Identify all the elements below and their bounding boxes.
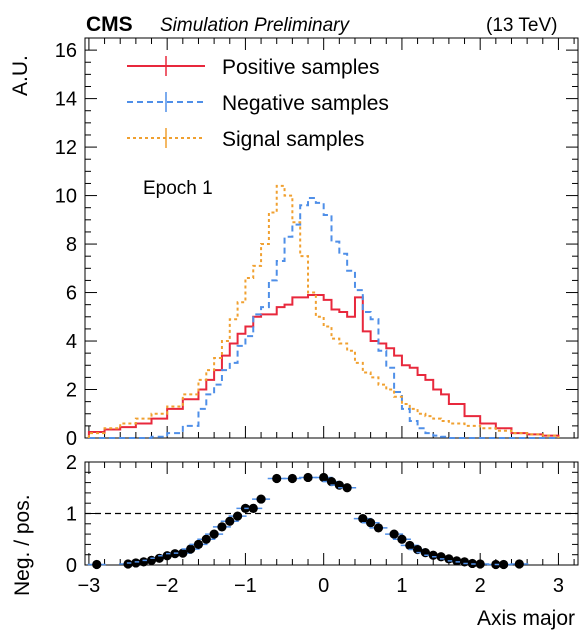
ratio-point (358, 514, 368, 524)
status-label: Simulation Preliminary (160, 15, 351, 36)
ratio-point (366, 518, 376, 528)
y-tick-label: 14 (55, 89, 77, 111)
histogram-line-signal (87, 184, 560, 438)
legend: Positive samples Negative samples Signal s… (127, 56, 389, 151)
histogram-frame (84, 37, 579, 439)
y-tick-label: 2 (66, 380, 77, 402)
ratio-y-axis-title: Neg. / pos. (11, 494, 34, 596)
ratio-point (397, 534, 407, 544)
ratio-y-tick-label: 0 (66, 555, 77, 577)
legend-label-negative: Negative samples (222, 92, 389, 115)
x-tick-label: −1 (234, 575, 257, 597)
ratio-point (272, 473, 282, 484)
ratio-ticks: −3 −2 −1 0 1 2 3 0 1 2 (66, 452, 578, 597)
ratio-point (303, 472, 313, 483)
x-tick-label: 1 (396, 575, 407, 597)
y-tick-label: 6 (66, 283, 77, 305)
histogram-series (87, 184, 560, 439)
x-tick-label: 0 (318, 575, 329, 597)
ratio-point (326, 476, 337, 487)
ratio-point (405, 540, 415, 551)
ratio-point (452, 556, 462, 566)
y-tick-label: 4 (66, 331, 77, 353)
histogram-y-ticks: 0 2 4 6 8 10 12 14 16 (55, 40, 578, 450)
y-tick-label: 10 (55, 186, 77, 208)
x-tick-label: 2 (475, 575, 486, 597)
histogram-line-negative (88, 197, 559, 439)
y-tick-label: 0 (66, 428, 77, 450)
ratio-point (475, 559, 485, 569)
energy-label: (13 TeV) (486, 15, 557, 36)
ratio-point (201, 534, 211, 544)
ratio-point (428, 550, 438, 560)
ratio-point (444, 554, 454, 564)
ratio-point (373, 523, 384, 533)
x-tick-label: 3 (553, 575, 564, 597)
y-tick-label: 16 (55, 40, 77, 62)
epoch-annotation: Epoch 1 (143, 178, 213, 199)
ratio-point (131, 558, 141, 568)
ratio-point (146, 555, 157, 565)
ratio-point (162, 551, 172, 561)
ratio-point (342, 483, 352, 493)
ratio-point (209, 529, 219, 539)
ratio-panel: −3 −2 −1 0 1 2 3 0 1 2 Neg. / pos. Axis major (11, 452, 579, 630)
ratio-point (514, 559, 524, 569)
ratio-point (256, 494, 266, 504)
ratio-point (186, 544, 196, 554)
ratio-point (123, 559, 133, 569)
ratio-x-axis-title: Axis major (477, 607, 575, 630)
x-tick-label: −2 (156, 575, 179, 597)
experiment-label: CMS (86, 13, 133, 36)
ratio-point (225, 516, 235, 526)
histogram-y-axis-title: A.U. (9, 55, 32, 96)
ratio-point (499, 559, 509, 570)
legend-label-positive: Positive samples (222, 56, 380, 79)
ratio-point (389, 529, 399, 539)
ratio-points (87, 472, 529, 570)
ratio-point (139, 557, 149, 567)
ratio-point (178, 548, 188, 558)
y-tick-label: 8 (66, 234, 77, 256)
ratio-point (217, 522, 227, 532)
ratio-point (459, 557, 470, 567)
ratio-y-tick-label: 2 (66, 452, 77, 474)
ratio-point (436, 552, 446, 562)
legend-label-signal: Signal samples (222, 128, 364, 151)
ratio-point (287, 473, 297, 484)
x-tick-label: −3 (78, 575, 101, 597)
histogram-line-positive (87, 293, 560, 438)
ratio-point (232, 511, 243, 521)
y-tick-label: 12 (55, 137, 77, 159)
ratio-point (248, 503, 258, 513)
ratio-point (92, 559, 102, 570)
ratio-point (193, 539, 204, 550)
ratio-point (412, 544, 423, 555)
ratio-point (319, 472, 329, 483)
ratio-y-tick-label: 1 (66, 504, 77, 526)
histogram-panel: 0 2 4 6 8 10 12 14 16 A.U. Epoch 1 Positive samp… (9, 37, 579, 450)
